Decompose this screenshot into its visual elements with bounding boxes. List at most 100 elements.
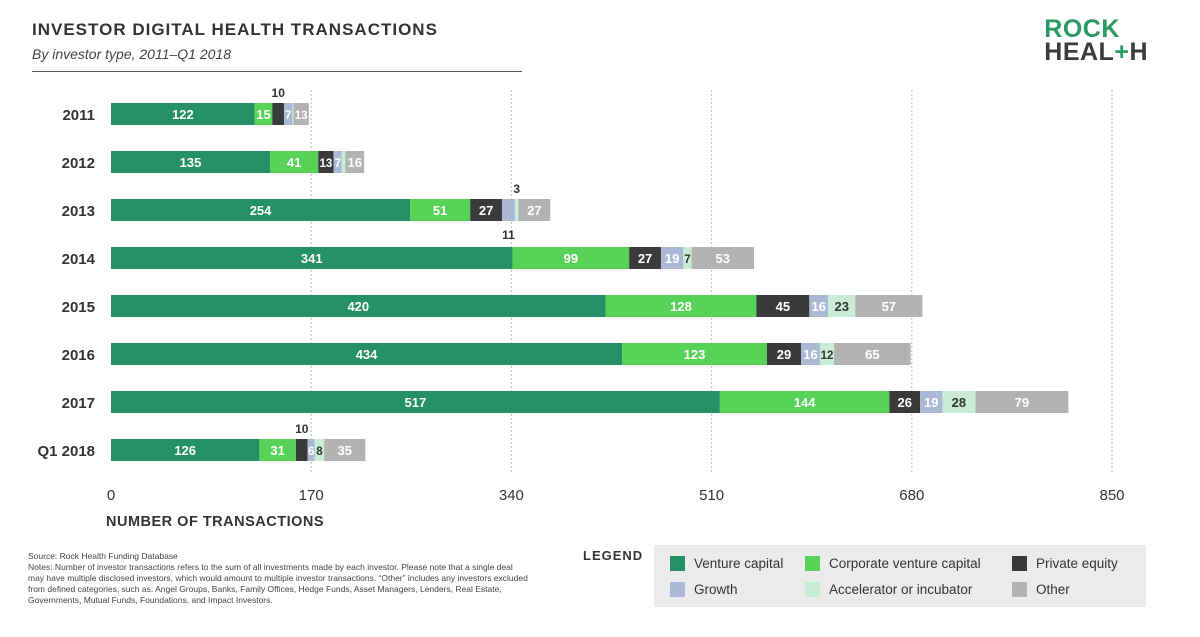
bar-segment [622, 343, 767, 365]
data-label: 10 [272, 86, 286, 100]
data-label: 51 [433, 203, 447, 218]
data-label: 10 [295, 422, 309, 436]
chart-title: INVESTOR DIGITAL HEALTH TRANSACTIONS [32, 20, 438, 39]
bar-segment [629, 247, 661, 269]
legend-item-corporate-venture-capital: Corporate venture capital [805, 556, 981, 571]
bar-segment [307, 439, 315, 461]
rock-health-logo: ROCK HEAL+H [1044, 17, 1148, 66]
legend-swatch [805, 582, 820, 597]
bar-segment [518, 199, 551, 221]
data-label: 45 [776, 299, 790, 314]
legend-swatch [1012, 582, 1027, 597]
bar-segment [341, 151, 346, 173]
x-tick-label: 680 [899, 487, 924, 504]
data-label: 434 [356, 347, 378, 362]
data-label: 27 [479, 203, 493, 218]
legend-label: Corporate venture capital [829, 556, 981, 571]
data-label: 65 [865, 347, 879, 362]
bar-segment [975, 391, 1069, 413]
data-label: 35 [338, 443, 352, 458]
data-label: 420 [347, 299, 369, 314]
data-label: 341 [301, 251, 323, 266]
data-label: 57 [882, 299, 896, 314]
bar-segment [284, 103, 293, 125]
bar-segment [766, 343, 802, 365]
legend-swatch [1012, 556, 1027, 571]
legend-item-other: Other [1012, 582, 1070, 597]
legend-item-growth: Growth [670, 582, 738, 597]
legend-label: Accelerator or incubator [829, 582, 973, 597]
data-label: 31 [270, 443, 284, 458]
data-label: 8 [316, 446, 323, 458]
bar-segment [293, 103, 309, 125]
data-label: 3 [513, 182, 520, 196]
source-note: Source: Rock Health Funding Database [28, 551, 178, 561]
bar-segment [272, 103, 285, 125]
data-label: 16 [348, 155, 362, 170]
bar-segment [111, 343, 623, 365]
legend-label: Growth [694, 582, 738, 597]
bar-segment [111, 103, 255, 125]
bar-segment [111, 439, 260, 461]
data-label: 123 [684, 347, 706, 362]
data-label: 29 [777, 347, 791, 362]
data-label: 19 [924, 395, 938, 410]
bar-segment [801, 343, 820, 365]
title-divider [32, 71, 522, 72]
bar-segment [269, 151, 319, 173]
stacked-bar-chart: 0 170 340 510 680 850 NUMBER OF TRANSACTIONS 20… [37, 86, 1124, 530]
bar-segment [324, 439, 366, 461]
x-tick-label: 0 [107, 487, 115, 504]
bar-segment [254, 103, 273, 125]
data-label: 13 [295, 110, 308, 122]
legend-swatch [805, 556, 820, 571]
x-tick-label: 510 [699, 487, 724, 504]
data-label: 7 [334, 158, 340, 170]
bar-segment [512, 247, 630, 269]
bar-segment [111, 151, 270, 173]
logo-plus: + [1114, 38, 1130, 66]
data-label: 7 [285, 110, 291, 122]
data-label: 12 [821, 350, 834, 362]
footnotes: Source: Rock Health Funding Database Not… [28, 551, 528, 606]
bar-segment [756, 295, 810, 317]
data-label: 15 [256, 107, 270, 122]
bar-segment [295, 439, 308, 461]
data-label: 7 [684, 254, 690, 266]
legend-label: Private equity [1036, 556, 1118, 571]
category-label: 2011 [62, 107, 95, 124]
bar-segment [855, 295, 923, 317]
bar-segment [259, 439, 296, 461]
bar-segment [470, 199, 502, 221]
data-label: 79 [1015, 395, 1029, 410]
bar-segment [889, 391, 921, 413]
chart-subtitle: By investor type, 2011–Q1 2018 [32, 46, 231, 62]
x-axis-label: NUMBER OF TRANSACTIONS [106, 514, 324, 530]
bar-segment [942, 391, 976, 413]
notes-text: Notes: Number of investor transactions r… [28, 562, 528, 605]
data-label: 28 [952, 395, 966, 410]
legend-swatch [670, 582, 685, 597]
data-label: 26 [897, 395, 911, 410]
bar-segment [314, 439, 325, 461]
logo-line-2: HEAL+H [1044, 38, 1148, 66]
bar-segment [292, 103, 294, 125]
data-label: 41 [287, 155, 301, 170]
x-tick-label: 340 [499, 487, 524, 504]
data-label: 122 [172, 107, 194, 122]
category-label: 2016 [62, 347, 95, 364]
legend-item-accelerator-or-incubator: Accelerator or incubator [805, 582, 972, 597]
bar-segment [111, 391, 720, 413]
data-label: 144 [794, 395, 816, 410]
x-tick-label: 170 [299, 487, 324, 504]
bar-segment [834, 343, 911, 365]
category-label: 2014 [62, 251, 96, 268]
category-label: 2017 [62, 395, 95, 412]
data-label: 135 [180, 155, 202, 170]
legend-label: Other [1036, 582, 1070, 597]
legend: Venture capital Corporate venture capita… [654, 545, 1146, 607]
bar-segment [333, 151, 342, 173]
data-label: 16 [803, 347, 817, 362]
legend-item-private-equity: Private equity [1012, 556, 1118, 571]
data-label: 19 [665, 251, 679, 266]
